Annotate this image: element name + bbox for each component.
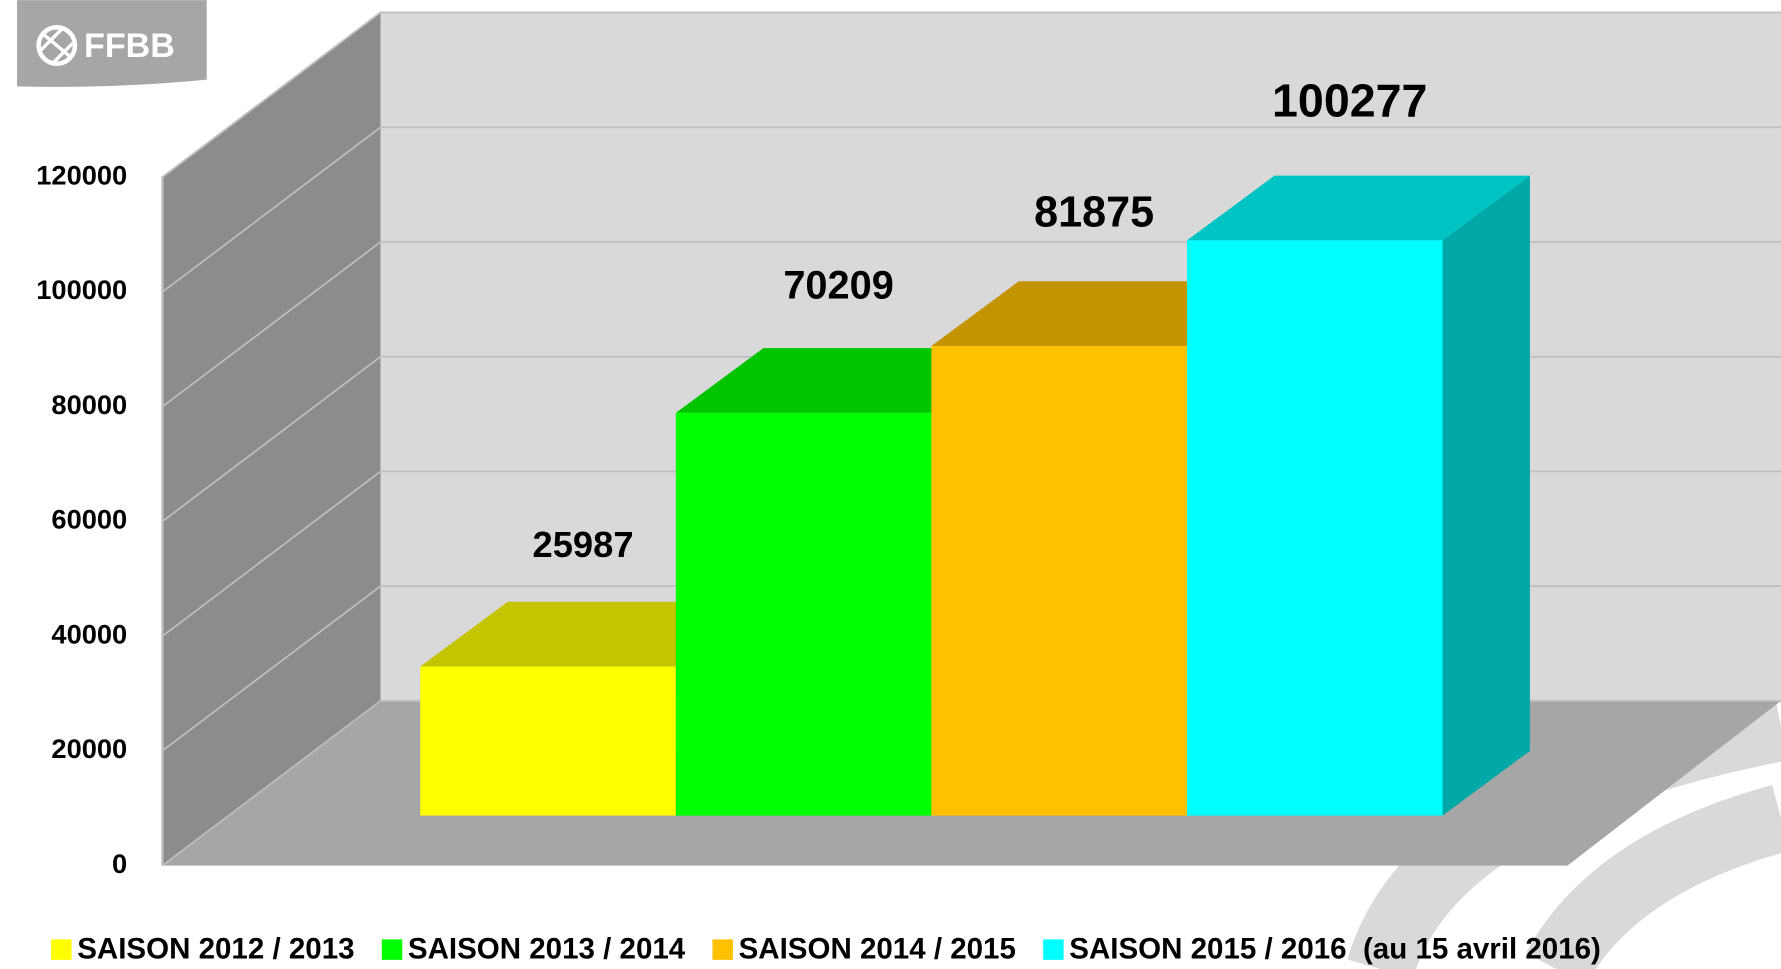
- y-tick-label: 40000: [51, 618, 127, 649]
- legend-label: SAISON 2015 / 2016 (au 15 avril 2016): [1069, 933, 1601, 966]
- value-label: 70209: [783, 263, 894, 307]
- logo: FFBB: [17, 0, 207, 87]
- bar: [420, 666, 676, 816]
- grid-line: [161, 126, 1781, 293]
- legend-swatch: [1043, 939, 1064, 960]
- legend-label: SAISON 2014 / 2015: [739, 933, 1016, 966]
- y-tick-label: 80000: [51, 389, 127, 420]
- y-tick-label: 100000: [36, 274, 127, 305]
- y-tick-label: 0: [112, 848, 127, 879]
- bar-side: [1442, 175, 1530, 816]
- bar-top: [1186, 175, 1530, 241]
- value-label: 81875: [1034, 189, 1154, 237]
- y-tick-label: 120000: [36, 159, 127, 190]
- y-tick-label: 20000: [51, 733, 127, 764]
- value-label: 25987: [533, 524, 634, 565]
- logo-text: FFBB: [84, 27, 175, 65]
- bar: [1186, 240, 1443, 816]
- legend-swatch: [51, 939, 72, 960]
- grid-line: [161, 11, 1781, 178]
- legend-label: SAISON 2013 / 2014: [408, 933, 686, 966]
- y-tick-label: 60000: [51, 504, 127, 535]
- legend-swatch: [381, 939, 403, 960]
- legend-label: SAISON 2012 / 2013: [77, 933, 354, 966]
- bar: [675, 412, 932, 816]
- value-label: 100277: [1272, 74, 1427, 126]
- legend-swatch: [712, 939, 733, 960]
- bar: [931, 345, 1187, 816]
